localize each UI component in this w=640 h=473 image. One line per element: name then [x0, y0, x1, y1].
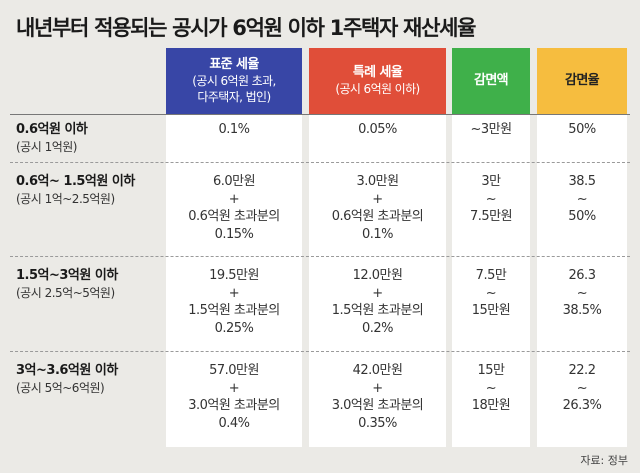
table-cell: 26.3 ~ 38.5% [562, 268, 602, 318]
column-standard-rate [166, 114, 302, 447]
header-standard-rate: 표준 세율 (공시 6억원 초과, 다주택자, 법인) [166, 48, 302, 114]
header-divider [10, 114, 630, 115]
row-label-sub: (공시 5억~6억원) [16, 381, 105, 395]
row-label-title: 0.6억~ 1.5억원 이하 [16, 174, 135, 189]
table-cell: 38.5 ~ 50% [568, 174, 596, 224]
row-label-sub: (공시 1억원) [16, 140, 77, 154]
row-divider [10, 351, 630, 352]
table-cell: 42.0만원 + 3.0억원 초과분의 0.35% [331, 363, 424, 431]
page-title: 내년부터 적용되는 공시가 6억원 이하 1주택자 재산세율 [16, 16, 476, 40]
row-label: 3억~3.6억원 이하 (공시 5억~6억원) [16, 362, 118, 397]
table-cell: 19.5만원 + 1.5억원 초과분의 0.25% [188, 268, 280, 336]
table-cell: 7.5만 ~ 15만원 [471, 268, 511, 318]
table-cell: 22.2 ~ 26.3% [562, 363, 602, 413]
row-divider [10, 256, 630, 257]
table-cell: 0.05% [358, 122, 397, 137]
table-cell: 12.0만원 + 1.5억원 초과분의 0.2% [331, 268, 424, 336]
row-label-sub: (공시 2.5억~5억원) [16, 286, 115, 300]
table-cell: 6.0만원 + 0.6억원 초과분의 0.15% [188, 174, 280, 242]
row-label-sub: (공시 1억~2.5억원) [16, 192, 115, 206]
column-special-rate [309, 114, 446, 447]
header-reduction-rate: 감면율 [537, 48, 627, 114]
source-note: 자료: 정부 [580, 454, 628, 467]
table-cell: 50% [568, 122, 596, 137]
row-label: 0.6억~ 1.5억원 이하 (공시 1억~2.5억원) [16, 173, 135, 208]
row-label: 1.5억~3억원 이하 (공시 2.5억~5억원) [16, 267, 118, 302]
table-cell: 3.0만원 + 0.6억원 초과분의 0.1% [331, 174, 424, 242]
table-cell: ~3만원 [470, 122, 512, 137]
table-cell: 57.0만원 + 3.0억원 초과분의 0.4% [188, 363, 280, 431]
header-special-rate-title: 특례 세율 [352, 65, 403, 80]
table-cell: 15만 ~ 18만원 [471, 363, 511, 413]
column-reduction-rate [537, 114, 627, 447]
header-standard-rate-sub: (공시 6억원 초과, 다주택자, 법인) [192, 74, 276, 104]
row-label-title: 3억~3.6억원 이하 [16, 363, 118, 378]
column-reduction-amount [452, 114, 530, 447]
row-divider [10, 162, 630, 163]
header-reduction-rate-title: 감면율 [564, 73, 600, 88]
header-standard-rate-title: 표준 세율 [209, 57, 259, 72]
header-reduction-amount: 감면액 [452, 48, 530, 114]
header-special-rate: 특례 세율 (공시 6억원 이하) [309, 48, 446, 114]
header-reduction-amount-title: 감면액 [473, 73, 509, 88]
table-cell: 0.1% [218, 122, 250, 137]
row-label-title: 1.5억~3억원 이하 [16, 268, 118, 283]
table-cell: 3만 ~ 7.5만원 [469, 174, 513, 224]
header-special-rate-sub: (공시 6억원 이하) [335, 82, 420, 96]
row-label-title: 0.6억원 이하 [16, 122, 88, 137]
row-label: 0.6억원 이하 (공시 1억원) [16, 121, 88, 156]
